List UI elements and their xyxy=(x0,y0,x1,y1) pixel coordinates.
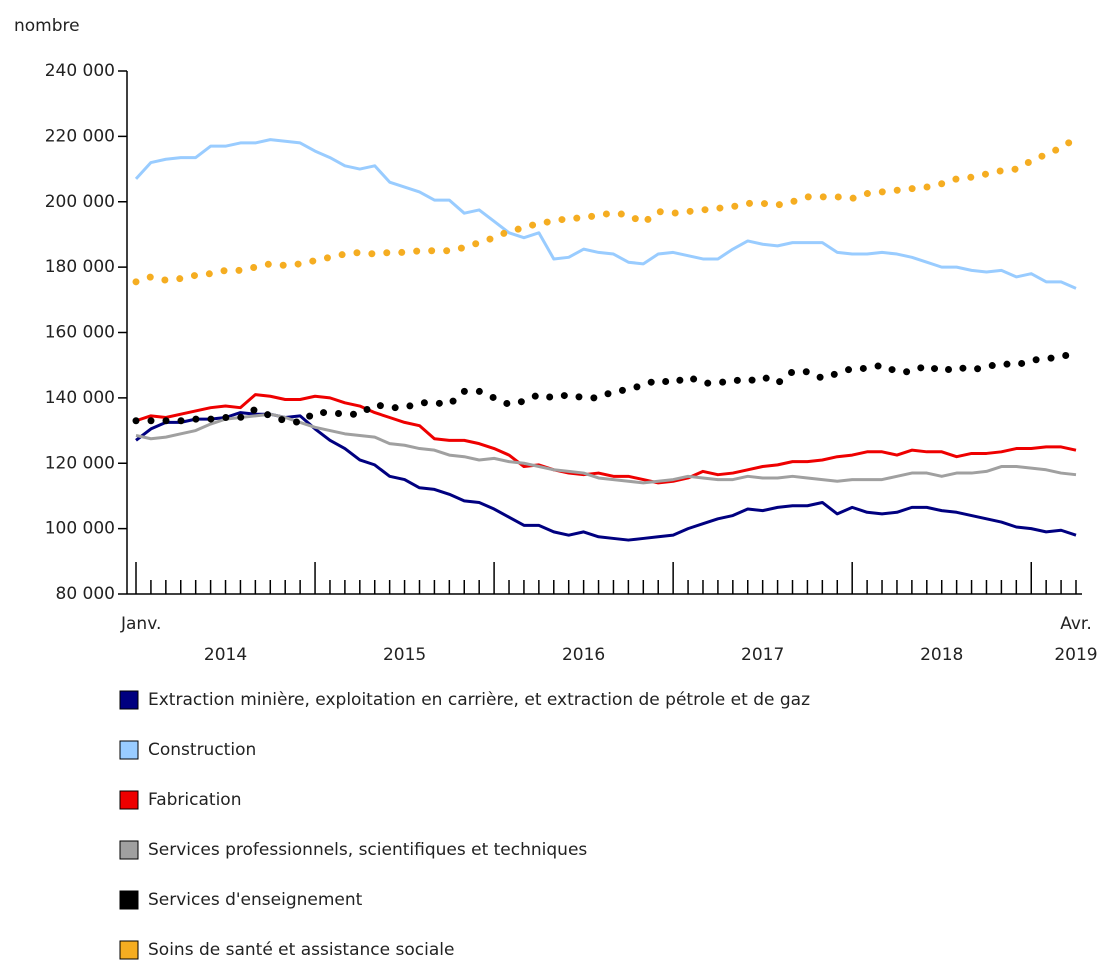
legend-label: Extraction minière, exploitation en carr… xyxy=(148,690,810,710)
y-tick-label: 200 000 xyxy=(45,192,115,212)
legend-swatch xyxy=(119,790,139,810)
y-tick-label: 160 000 xyxy=(45,323,115,343)
legend-swatch xyxy=(119,890,139,910)
legend-label: Soins de santé et assistance sociale xyxy=(148,940,454,960)
x-group-label: 2014 xyxy=(204,645,247,665)
series-line xyxy=(135,412,1077,485)
series-line xyxy=(135,411,1077,542)
y-tick-label: 180 000 xyxy=(45,257,115,277)
x-group-label: 2019 xyxy=(1054,645,1097,665)
y-tick-label: 140 000 xyxy=(45,388,115,408)
y-tick-label: 220 000 xyxy=(45,126,115,146)
series-line xyxy=(134,138,1077,290)
legend-swatch xyxy=(119,690,139,710)
series-line xyxy=(135,393,1077,485)
x-group-label: 2017 xyxy=(741,645,784,665)
y-tick-label: 240 000 xyxy=(45,61,115,81)
legend-label: Fabrication xyxy=(148,790,241,810)
y-tick-label: 100 000 xyxy=(45,519,115,539)
x-group-label: 2016 xyxy=(562,645,605,665)
x-group-label: 2015 xyxy=(383,645,426,665)
y-axis-label: nombre xyxy=(14,16,80,36)
x-tick-label: Avr. xyxy=(1060,614,1092,634)
legend-label: Construction xyxy=(148,740,256,760)
y-tick-label: 80 000 xyxy=(56,584,115,604)
series-line xyxy=(132,134,1080,286)
x-tick-label: Janv. xyxy=(120,614,161,634)
series-line xyxy=(132,348,1080,426)
legend-swatch xyxy=(119,840,139,860)
y-tick-label: 120 000 xyxy=(45,453,115,473)
x-group-label: 2018 xyxy=(920,645,963,665)
legend-label: Services professionnels, scientifiques e… xyxy=(148,840,587,860)
legend-label: Services d'enseignement xyxy=(148,890,363,910)
legend-swatch xyxy=(119,740,139,760)
legend-swatch xyxy=(119,940,139,960)
